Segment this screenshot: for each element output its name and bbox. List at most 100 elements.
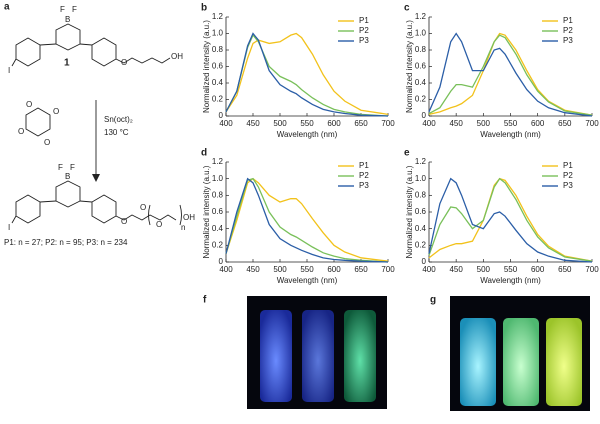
y-tick-label: 0.8 — [415, 45, 427, 54]
y-tick-label: 0 — [422, 257, 427, 266]
bond — [39, 200, 57, 203]
atom: O — [121, 58, 127, 67]
series-line — [225, 177, 389, 263]
x-axis-title: Wavelength (nm) — [277, 130, 338, 139]
atom: O — [53, 107, 59, 116]
bond — [79, 200, 93, 203]
atom: B — [65, 15, 70, 24]
y-tick-label: 0.6 — [212, 207, 224, 216]
panel-label: d — [201, 148, 207, 159]
x-tick-label: 500 — [273, 265, 287, 274]
panel-label: g — [430, 295, 436, 306]
y-axis-title: Normalized intensity (a.u.) — [202, 165, 211, 258]
bond — [79, 43, 93, 46]
atom: O — [156, 220, 162, 229]
x-tick-label: 600 — [327, 265, 341, 274]
vial — [546, 318, 582, 406]
legend-label: P2 — [563, 171, 573, 180]
x-tick-label: 550 — [300, 265, 314, 274]
compound-number: 1 — [64, 58, 70, 69]
y-tick-label: 0.2 — [415, 240, 427, 249]
ring — [91, 37, 117, 67]
series-line — [428, 177, 593, 263]
atom: O — [121, 217, 127, 226]
x-tick-label: 600 — [531, 119, 545, 128]
scheme: a F F B I O OH 1 O O O O Sn(oct)₂ 130 °C… — [4, 2, 195, 247]
atom: n — [181, 223, 185, 232]
y-tick-label: 0 — [422, 111, 427, 120]
vial — [460, 318, 496, 406]
y-tick-label: 1.2 — [212, 12, 224, 21]
y-tick-label: 0 — [219, 257, 224, 266]
y-tick-label: 0.2 — [212, 95, 224, 104]
bracket — [148, 204, 182, 226]
y-tick-label: 1.0 — [212, 174, 224, 183]
atom: O — [140, 203, 146, 212]
legend-label: P2 — [359, 26, 369, 35]
temperature: 130 °C — [104, 128, 129, 137]
y-tick-label: 0.2 — [212, 240, 224, 249]
x-tick-label: 700 — [585, 119, 599, 128]
legend-label: P1 — [359, 16, 369, 25]
y-tick-label: 0.2 — [415, 95, 427, 104]
ring — [25, 107, 51, 137]
x-tick-label: 500 — [273, 119, 287, 128]
atom: O — [26, 100, 32, 109]
vial — [344, 310, 376, 402]
ring — [15, 37, 41, 67]
x-tick-label: 450 — [246, 265, 260, 274]
series-line — [225, 32, 389, 117]
chart: c 0 0.2 0.4 0.6 0.8 1.0 1.2 400 450 500 550 600 650 70… — [404, 3, 599, 139]
atom: OH — [171, 52, 183, 61]
vial — [302, 310, 334, 402]
photo-f: f — [203, 295, 387, 409]
x-tick-label: 450 — [449, 119, 463, 128]
arrowhead — [92, 174, 100, 182]
ring — [55, 23, 81, 51]
panel-label: a — [4, 2, 10, 13]
x-tick-label: 500 — [477, 119, 491, 128]
legend-label: P3 — [563, 36, 573, 45]
y-axis-title: Normalized intensity (a.u.) — [202, 20, 211, 113]
chart: d 0 0.2 0.4 0.6 0.8 1.0 1.2 400 450 500 550 600 650 70… — [201, 148, 395, 285]
x-axis-title: Wavelength (nm) — [480, 130, 541, 139]
series-line — [225, 33, 389, 117]
catalyst: Sn(oct)₂ — [104, 115, 133, 124]
legend-label: P3 — [563, 181, 573, 190]
ring — [15, 194, 41, 224]
y-tick-label: 0.4 — [212, 224, 224, 233]
x-tick-label: 550 — [504, 265, 518, 274]
legend-label: P2 — [563, 26, 573, 35]
atom: I — [8, 66, 10, 75]
y-tick-label: 0.8 — [212, 45, 224, 54]
x-tick-label: 550 — [300, 119, 314, 128]
series-line — [428, 34, 593, 116]
y-tick-label: 0.6 — [415, 207, 427, 216]
legend-label: P1 — [359, 161, 369, 170]
chart: b 0 0.2 0.4 0.6 0.8 1.0 1.2 400 450 500 550 600 650 70… — [201, 3, 395, 139]
panel-label: c — [404, 3, 410, 14]
x-tick-label: 650 — [558, 119, 572, 128]
y-tick-label: 0.4 — [415, 224, 427, 233]
atom: I — [8, 223, 10, 232]
y-tick-label: 1.0 — [415, 29, 427, 38]
x-tick-label: 550 — [504, 119, 518, 128]
y-tick-label: 1.0 — [212, 29, 224, 38]
atom: B — [65, 172, 70, 181]
x-tick-label: 650 — [558, 265, 572, 274]
x-axis-title: Wavelength (nm) — [277, 276, 338, 285]
legend-label: P1 — [563, 161, 573, 170]
y-axis-title: Normalized intensity (a.u.) — [405, 20, 414, 113]
series-line — [225, 177, 389, 263]
atom: OH — [183, 213, 195, 222]
x-tick-label: 450 — [246, 119, 260, 128]
panel-label: e — [404, 148, 410, 159]
ring — [91, 194, 117, 224]
series-line — [428, 177, 593, 262]
bond — [11, 58, 17, 67]
x-tick-label: 500 — [477, 265, 491, 274]
y-tick-label: 0.6 — [212, 62, 224, 71]
caption: P1: n = 27; P2: n = 95; P3: n = 234 — [4, 238, 128, 247]
y-tick-label: 0.4 — [212, 78, 224, 87]
legend-label: P3 — [359, 36, 369, 45]
